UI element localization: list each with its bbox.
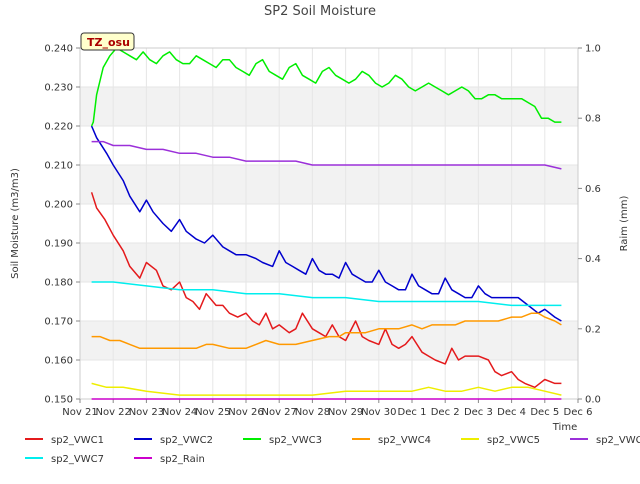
x-axis-label: Time	[552, 422, 577, 433]
y2-tick-label: 0.8	[585, 114, 601, 125]
series-line-sp2_VWC3	[90, 47, 562, 127]
y-tick-label: 0.150	[44, 395, 73, 406]
y-tick-label: 0.190	[44, 239, 73, 250]
tz-annotation-label: TZ_osu	[87, 36, 130, 49]
legend: sp2_VWC1 sp2_VWC2 sp2_VWC3 sp2_VWC4 sp2_VWC5…	[25, 435, 640, 465]
x-tick-label: Dec 2	[431, 407, 460, 418]
x-tick-label: Dec 1	[398, 407, 427, 418]
y-tick-label: 0.240	[44, 44, 73, 55]
band-1	[80, 243, 578, 282]
legend-label-sp2_VWC7: sp2_VWC7	[51, 454, 104, 465]
x-tick-label: Nov 27	[261, 407, 296, 418]
legend-label-sp2_VWC4: sp2_VWC4	[378, 435, 431, 446]
series-line-sp2_VWC2	[90, 125, 562, 322]
y-tick-label: 0.230	[44, 83, 73, 94]
y2-tick-label: 0.6	[585, 184, 601, 195]
x-tick-label: Nov 30	[361, 407, 396, 418]
band-2	[80, 165, 578, 204]
background-bands	[80, 87, 578, 360]
tz-annotation: TZ_osu	[80, 32, 135, 51]
x-tick-label: Nov 22	[95, 407, 130, 418]
legend-label-sp2_Rain: sp2_Rain	[160, 454, 205, 465]
y-axis-ticks: 0.150 0.160 0.170 0.180 0.190 0.200 0.210 0.220…	[44, 44, 80, 406]
band-0	[80, 321, 578, 360]
tz-annotation-box	[80, 32, 135, 51]
y-tick-label: 0.220	[44, 122, 73, 133]
y-tick-label: 0.200	[44, 200, 73, 211]
legend-label-sp2_VWC1: sp2_VWC1	[51, 435, 104, 446]
series-line-sp2_VWC4	[91, 312, 562, 350]
x-tick-label: Nov 25	[195, 407, 230, 418]
y2-tick-label: 0.2	[585, 324, 601, 335]
series-line-sp2_VWC7	[91, 281, 562, 307]
x-tick-label: Nov 24	[162, 407, 197, 418]
legend-label-sp2_VWC5: sp2_VWC5	[487, 435, 540, 446]
series-line-sp2_VWC6	[91, 140, 562, 170]
y-tick-label: 0.210	[44, 161, 73, 172]
legend-label-sp2_VWC2: sp2_VWC2	[160, 435, 213, 446]
legend-label-sp2_VWC6: sp2_VWC6	[596, 435, 640, 446]
series-line-sp2_VWC1	[90, 192, 562, 389]
x-tick-label: Nov 29	[328, 407, 363, 418]
band-3	[80, 87, 578, 126]
x-tick-label: Dec 3	[464, 407, 493, 418]
y-tick-label: 0.170	[44, 317, 73, 328]
series-line-sp2_VWC5	[91, 382, 562, 396]
y2-axis-label: Raim (mm)	[619, 195, 630, 251]
x-tick-label: Dec 6	[564, 407, 593, 418]
y-tick-label: 0.160	[44, 356, 73, 367]
y2-tick-label: 0.0	[585, 395, 601, 406]
y2-tick-label: 0.4	[585, 254, 601, 265]
y2-axis-ticks: 0.0 0.2 0.4 0.6 0.8 1.0	[578, 44, 601, 406]
x-tick-label: Nov 28	[295, 407, 330, 418]
chart-title: SP2 Soil Moisture	[264, 4, 376, 19]
y-tick-label: 0.180	[44, 278, 73, 289]
series-lines	[90, 47, 562, 400]
y2-tick-label: 1.0	[585, 44, 601, 55]
x-tick-label: Dec 4	[497, 407, 526, 418]
legend-label-sp2_VWC3: sp2_VWC3	[269, 435, 322, 446]
x-tick-label: Nov 21	[62, 407, 97, 418]
x-tick-label: Nov 23	[129, 407, 164, 418]
x-tick-label: Dec 5	[530, 407, 559, 418]
x-tick-label: Nov 26	[228, 407, 263, 418]
y-axis-label: Soil Moisture (m3/m3)	[10, 168, 21, 279]
